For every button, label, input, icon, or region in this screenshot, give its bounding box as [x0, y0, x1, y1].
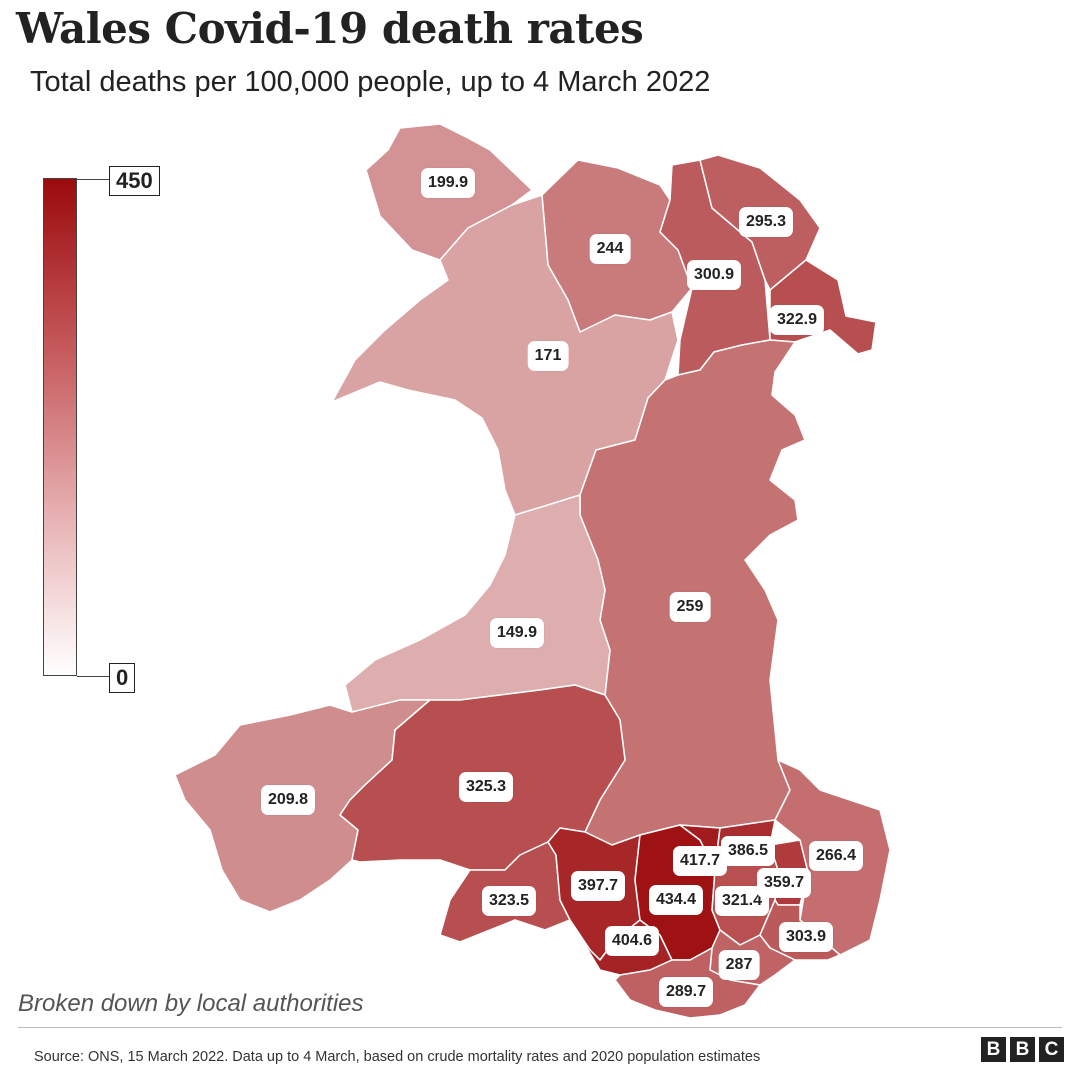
legend-min-label: 0 — [109, 663, 136, 693]
region-label-gwynedd: 171 — [527, 341, 569, 371]
legend-tick-min — [77, 676, 109, 677]
region-label-cardiff: 287 — [718, 950, 760, 980]
region-label-neath-port-talbot: 397.7 — [570, 871, 626, 901]
source-text: Source: ONS, 15 March 2022. Data up to 4… — [34, 1049, 761, 1065]
region-label-conwy: 244 — [589, 234, 631, 264]
chart-subtitle: Total deaths per 100,000 people, up to 4… — [30, 66, 711, 98]
region-label-carmarthenshire: 325.3 — [458, 772, 514, 802]
region-label-rhondda-cynon-taf: 434.4 — [648, 885, 704, 915]
region-label-anglesey: 199.9 — [420, 168, 476, 198]
region-label-monmouthshire: 266.4 — [808, 841, 864, 871]
legend-color-scale — [43, 178, 77, 676]
bbc-logo-letter: B — [981, 1037, 1006, 1062]
chart-title: Wales Covid-19 death rates — [16, 4, 644, 53]
region-label-pembrokeshire: 209.8 — [260, 785, 316, 815]
region-label-torfaen: 359.7 — [756, 868, 812, 898]
footnote: Broken down by local authorities — [18, 990, 364, 1017]
region-label-blaenau-gwent: 386.5 — [720, 836, 776, 866]
legend-tick-max — [77, 179, 109, 180]
region-label-denbighshire: 300.9 — [686, 260, 742, 290]
region-label-merthyr-tydfil: 417.7 — [672, 846, 728, 876]
bbc-logo: B B C — [981, 1037, 1064, 1062]
bbc-logo-letter: C — [1039, 1037, 1064, 1062]
region-label-flintshire: 295.3 — [738, 207, 794, 237]
bbc-logo-letter: B — [1010, 1037, 1035, 1062]
region-label-vale-of-glamorgan: 289.7 — [658, 977, 714, 1007]
region-label-swansea: 323.5 — [481, 886, 537, 916]
region-label-newport: 303.9 — [778, 922, 834, 952]
region-ceredigion — [344, 494, 611, 713]
region-label-powys: 259 — [669, 592, 711, 622]
region-label-ceredigion: 149.9 — [489, 618, 545, 648]
region-gwynedd — [331, 194, 679, 516]
region-label-bridgend: 404.6 — [604, 926, 660, 956]
legend-max-label: 450 — [109, 166, 160, 196]
footer-divider — [18, 1027, 1062, 1028]
region-label-wrexham: 322.9 — [769, 305, 825, 335]
